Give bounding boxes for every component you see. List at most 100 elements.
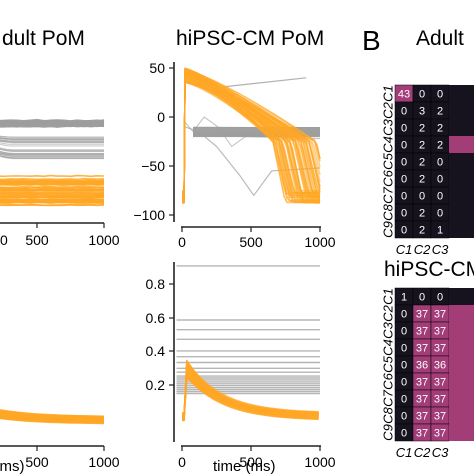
matrix-row-label: C3 — [380, 118, 395, 135]
hipsc-calcium-xlabel: time (ms) — [213, 458, 276, 474]
hipsc-calcium-xtick-1000: 1000 — [304, 454, 335, 470]
matrix-cell-value: 0 — [437, 157, 443, 169]
hipsc-voltage-orange-trace — [182, 68, 321, 196]
adult-calcium-xtick-1000: 1000 — [88, 454, 119, 470]
adult-calcium-orange-trace — [0, 417, 105, 425]
adult-calcium-plot: 500 1000 time (ms) — [0, 408, 120, 474]
adult-voltage-grey-trace — [0, 150, 104, 155]
matrix-cell-value: 0 — [401, 208, 407, 220]
adult-voltage-orange-trace — [0, 182, 104, 186]
matrix-row-label: C2 — [380, 304, 395, 321]
hipsc-voltage-grey-trace — [184, 116, 321, 147]
matrix-row-label: C4 — [380, 339, 395, 356]
matrix-cell-value: 0 — [437, 174, 443, 186]
matrix-cell-partial — [449, 204, 474, 221]
adult-voltage-grey-trace — [0, 155, 104, 159]
adult-voltage-grey-traces — [0, 118, 105, 160]
matrix-cell-value: 2 — [419, 123, 425, 135]
adult-voltage-grey-trace — [0, 148, 104, 152]
hipsc-calcium-xtick-500: 500 — [239, 454, 263, 470]
matrix-row-label: C4 — [380, 136, 395, 153]
hipsc-calcium-orange-traces — [182, 360, 319, 422]
matrix-row-label: C7 — [380, 389, 395, 406]
hipsc-voltage-orange-trace — [182, 73, 320, 204]
matrix-cell-partial — [449, 424, 474, 441]
matrix-cell-value: 37 — [434, 394, 446, 406]
matrix-cell-value: 0 — [401, 394, 407, 406]
matrix-cell-value: 0 — [419, 292, 425, 304]
matrix-cell-value: 43 — [398, 89, 410, 101]
matrix-cell-value: 37 — [434, 326, 446, 338]
matrix-cell-value: 0 — [437, 292, 443, 304]
matrix-cell-partial — [449, 288, 474, 305]
adult-voltage-grey-trace — [0, 139, 104, 142]
matrix-cell-partial — [449, 390, 474, 407]
matrix-row-label: C1 — [380, 85, 395, 102]
matrix-cell-value: 0 — [401, 123, 407, 135]
title-adult-pom: dult PoM — [2, 27, 85, 50]
adult-voltage-orange-trace — [0, 195, 105, 199]
matrix-cell-value: 0 — [419, 191, 425, 203]
matrix-cell-value: 0 — [419, 89, 425, 101]
matrix-cell-value: 37 — [416, 411, 428, 423]
hipsc-voltage-orange-trace — [182, 72, 320, 198]
adult-voltage-xtick-1000: 1000 — [88, 232, 119, 248]
matrix-cell-value: 0 — [437, 208, 443, 220]
adult-calcium-orange-trace — [0, 412, 105, 419]
matrix-col-label: C2 — [414, 445, 431, 460]
matrix-row-label: C1 — [380, 288, 395, 305]
adult-voltage-grey-trace — [0, 152, 104, 156]
matrix-cell-value: 2 — [437, 123, 443, 135]
matrix-cell-partial — [449, 305, 474, 322]
title-hipsc-pom: hiPSC-CM PoM — [176, 27, 324, 50]
matrix-cell-value: 0 — [437, 89, 443, 101]
matrix-cell-value: 0 — [401, 157, 407, 169]
adult-voltage-plot: 500 1000 0 — [0, 118, 120, 248]
matrix-cell-value: 37 — [416, 343, 428, 355]
hipsc-voltage-ytick-neg100: −100 — [133, 207, 165, 223]
matrix-cell-value: 37 — [434, 428, 446, 440]
matrix-row-label: C8 — [380, 203, 395, 220]
matrix-cell-value: 37 — [416, 428, 428, 440]
matrix-col-label: C2 — [414, 242, 431, 257]
adult-voltage-grey-trace — [0, 153, 104, 157]
title-matrix-hipsc: hiPSC-CM — [384, 258, 474, 281]
matrix-cell-partial — [449, 102, 474, 119]
hipsc-calcium-xtick-0: 0 — [178, 454, 186, 470]
adult-voltage-orange-trace — [0, 192, 105, 195]
matrix-cell-value: 0 — [401, 360, 407, 372]
matrix-cell-value: 0 — [401, 343, 407, 355]
hipsc-voltage-orange-traces — [182, 67, 321, 204]
matrix-cell-value: 37 — [434, 411, 446, 423]
adult-voltage-grey-trace — [0, 123, 105, 127]
matrix-row-label: C6 — [380, 169, 395, 186]
matrix-cell-value: 2 — [419, 157, 425, 169]
hipsc-voltage-plot: 50 0 −50 −100 0 500 1000 — [133, 60, 335, 250]
matrix-cell-value: 2 — [419, 208, 425, 220]
matrix-cell-value: 36 — [434, 360, 446, 372]
matrix-col-label: C1 — [396, 242, 413, 257]
matrix-cell-partial — [449, 221, 474, 238]
adult-voltage-xtick-0-partial: 0 — [0, 232, 8, 248]
adult-voltage-grey-trace — [0, 135, 104, 138]
hipsc-voltage-xtick-0: 0 — [178, 234, 186, 250]
matrix-cell-value: 2 — [419, 140, 425, 152]
adult-voltage-orange-trace — [0, 198, 105, 201]
matrix-cell-value: 37 — [434, 343, 446, 355]
hipsc-calcium-ytick-0.4: 0.4 — [146, 343, 166, 359]
adult-voltage-grey-trace — [0, 120, 105, 124]
adult-calcium-orange-traces — [0, 408, 105, 425]
hipsc-calcium-orange-trace — [182, 364, 319, 421]
matrix-cell-value: 2 — [419, 174, 425, 186]
adult-calcium-orange-trace — [0, 411, 104, 418]
hipsc-calcium-ytick-0.8: 0.8 — [146, 276, 166, 292]
matrix-cell-value: 37 — [416, 326, 428, 338]
matrix-cell-value: 0 — [401, 140, 407, 152]
matrix-cell-partial — [449, 373, 474, 390]
matrix-cell-value: 2 — [437, 140, 443, 152]
matrix-row-label: C8 — [380, 406, 395, 423]
hipsc-voltage-ytick-neg50: −50 — [141, 158, 165, 174]
adult-voltage-orange-trace — [0, 174, 105, 178]
adult-voltage-orange-trace — [0, 194, 105, 197]
adult-voltage-orange-trace — [0, 193, 105, 196]
